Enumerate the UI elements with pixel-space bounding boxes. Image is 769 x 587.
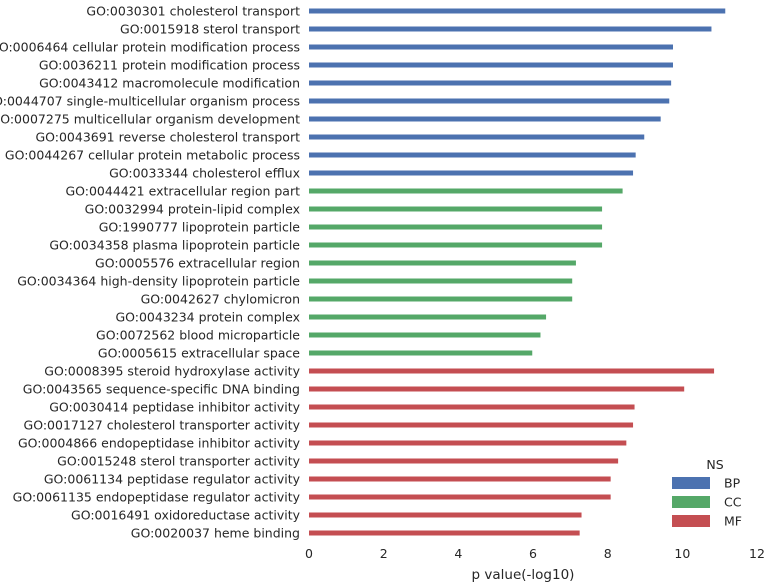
- category-label: GO:0044421 extracellular region part: [65, 184, 300, 199]
- category-label: GO:0043565 sequence-specific DNA binding: [23, 382, 300, 397]
- bar-26: [309, 458, 619, 464]
- bar-27: [309, 476, 611, 482]
- bar-12: [309, 206, 603, 212]
- legend-swatch-cc: [672, 496, 710, 508]
- bar-24: [309, 422, 634, 428]
- category-label: GO:1990777 lipoprotein particle: [99, 220, 301, 235]
- category-label: GO:0006464 cellular protein modification…: [0, 40, 300, 55]
- legend-title: NS: [706, 457, 723, 472]
- category-label: GO:0020037 heme binding: [131, 526, 300, 541]
- legend-label-bp: BP: [724, 476, 741, 491]
- category-labels: GO:0030301 cholesterol transport GO:00159…: [0, 4, 301, 541]
- bar-20: [309, 350, 533, 356]
- bar-2: [309, 26, 712, 32]
- category-label: GO:0015248 sterol transporter activity: [57, 454, 300, 469]
- bar-23: [309, 404, 635, 410]
- category-label: GO:0016491 oxidoreductase activity: [71, 508, 301, 523]
- bar-18: [309, 314, 547, 320]
- bar-14: [309, 242, 603, 248]
- bar-10: [309, 170, 634, 176]
- bar-5: [309, 80, 672, 86]
- bar-1: [309, 8, 726, 14]
- category-label: GO:0044267 cellular protein metabolic pr…: [5, 148, 300, 163]
- category-label: GO:0033344 cholesterol efflux: [109, 166, 300, 181]
- category-label: GO:0005615 extracellular space: [98, 346, 300, 361]
- category-label: GO:0061134 peptidase regulator activity: [44, 472, 301, 487]
- category-label: GO:0005576 extracellular region: [95, 256, 300, 271]
- category-label: GO:0043691 reverse cholesterol transport: [35, 130, 300, 145]
- category-label: GO:0007275 multicellular organism develo…: [0, 112, 300, 127]
- legend-label-mf: MF: [724, 514, 742, 529]
- category-label: GO:0034364 high-density lipoprotein part…: [17, 274, 300, 289]
- category-label: GO:0034358 plasma lipoprotein particle: [49, 238, 300, 253]
- bar-8: [309, 134, 645, 140]
- x-tick-label: 8: [604, 546, 612, 561]
- bar-28: [309, 494, 611, 500]
- x-tick-label: 4: [454, 546, 462, 561]
- bar-29: [309, 512, 582, 518]
- bar-22: [309, 386, 685, 392]
- x-tick-label: 0: [305, 546, 313, 561]
- bar-13: [309, 224, 603, 230]
- bar-17: [309, 296, 573, 302]
- bar-7: [309, 116, 661, 122]
- category-label: GO:0008395 steroid hydroxylase activity: [44, 364, 300, 379]
- x-axis-title: p value(-log10): [472, 567, 575, 583]
- category-label: GO:0004866 endopeptidase inhibitor activ…: [18, 436, 301, 451]
- category-label: GO:0015918 sterol transport: [120, 22, 300, 37]
- legend-swatch-mf: [672, 515, 710, 527]
- category-label: GO:0044707 single-multicellular organism…: [0, 94, 300, 109]
- category-label: GO:0043234 protein complex: [115, 310, 300, 325]
- bars-group: [309, 8, 726, 536]
- x-tick-label: 10: [674, 546, 690, 561]
- category-label: GO:0017127 cholesterol transporter activ…: [24, 418, 301, 433]
- bar-3: [309, 44, 673, 50]
- legend-swatch-bp: [672, 477, 710, 489]
- legend: NS BP CC MF: [672, 457, 742, 529]
- bar-30: [309, 530, 580, 536]
- x-tick-label: 2: [380, 546, 388, 561]
- bar-6: [309, 98, 670, 104]
- category-label: GO:0036211 protein modification process: [39, 58, 300, 73]
- bar-21: [309, 368, 715, 374]
- bar-9: [309, 152, 636, 158]
- legend-label-cc: CC: [724, 495, 742, 510]
- x-axis-ticks: 0 2 4 6 8 10 12: [305, 546, 765, 561]
- bar-11: [309, 188, 623, 194]
- category-label: GO:0072562 blood microparticle: [96, 328, 300, 343]
- category-label: GO:0042627 chylomicron: [141, 292, 300, 307]
- bar-25: [309, 440, 627, 446]
- bar-16: [309, 278, 573, 284]
- category-label: GO:0061135 endopeptidase regulator activ…: [13, 490, 301, 505]
- bar-19: [309, 332, 541, 338]
- bar-4: [309, 62, 673, 68]
- category-label: GO:0030301 cholesterol transport: [86, 4, 300, 19]
- category-label: GO:0032994 protein-lipid complex: [85, 202, 300, 217]
- bar-15: [309, 260, 576, 266]
- category-label: GO:0043412 macromolecule modification: [39, 76, 300, 91]
- category-label: GO:0030414 peptidase inhibitor activity: [49, 400, 300, 415]
- x-tick-label: 6: [529, 546, 537, 561]
- x-tick-label: 12: [749, 546, 765, 561]
